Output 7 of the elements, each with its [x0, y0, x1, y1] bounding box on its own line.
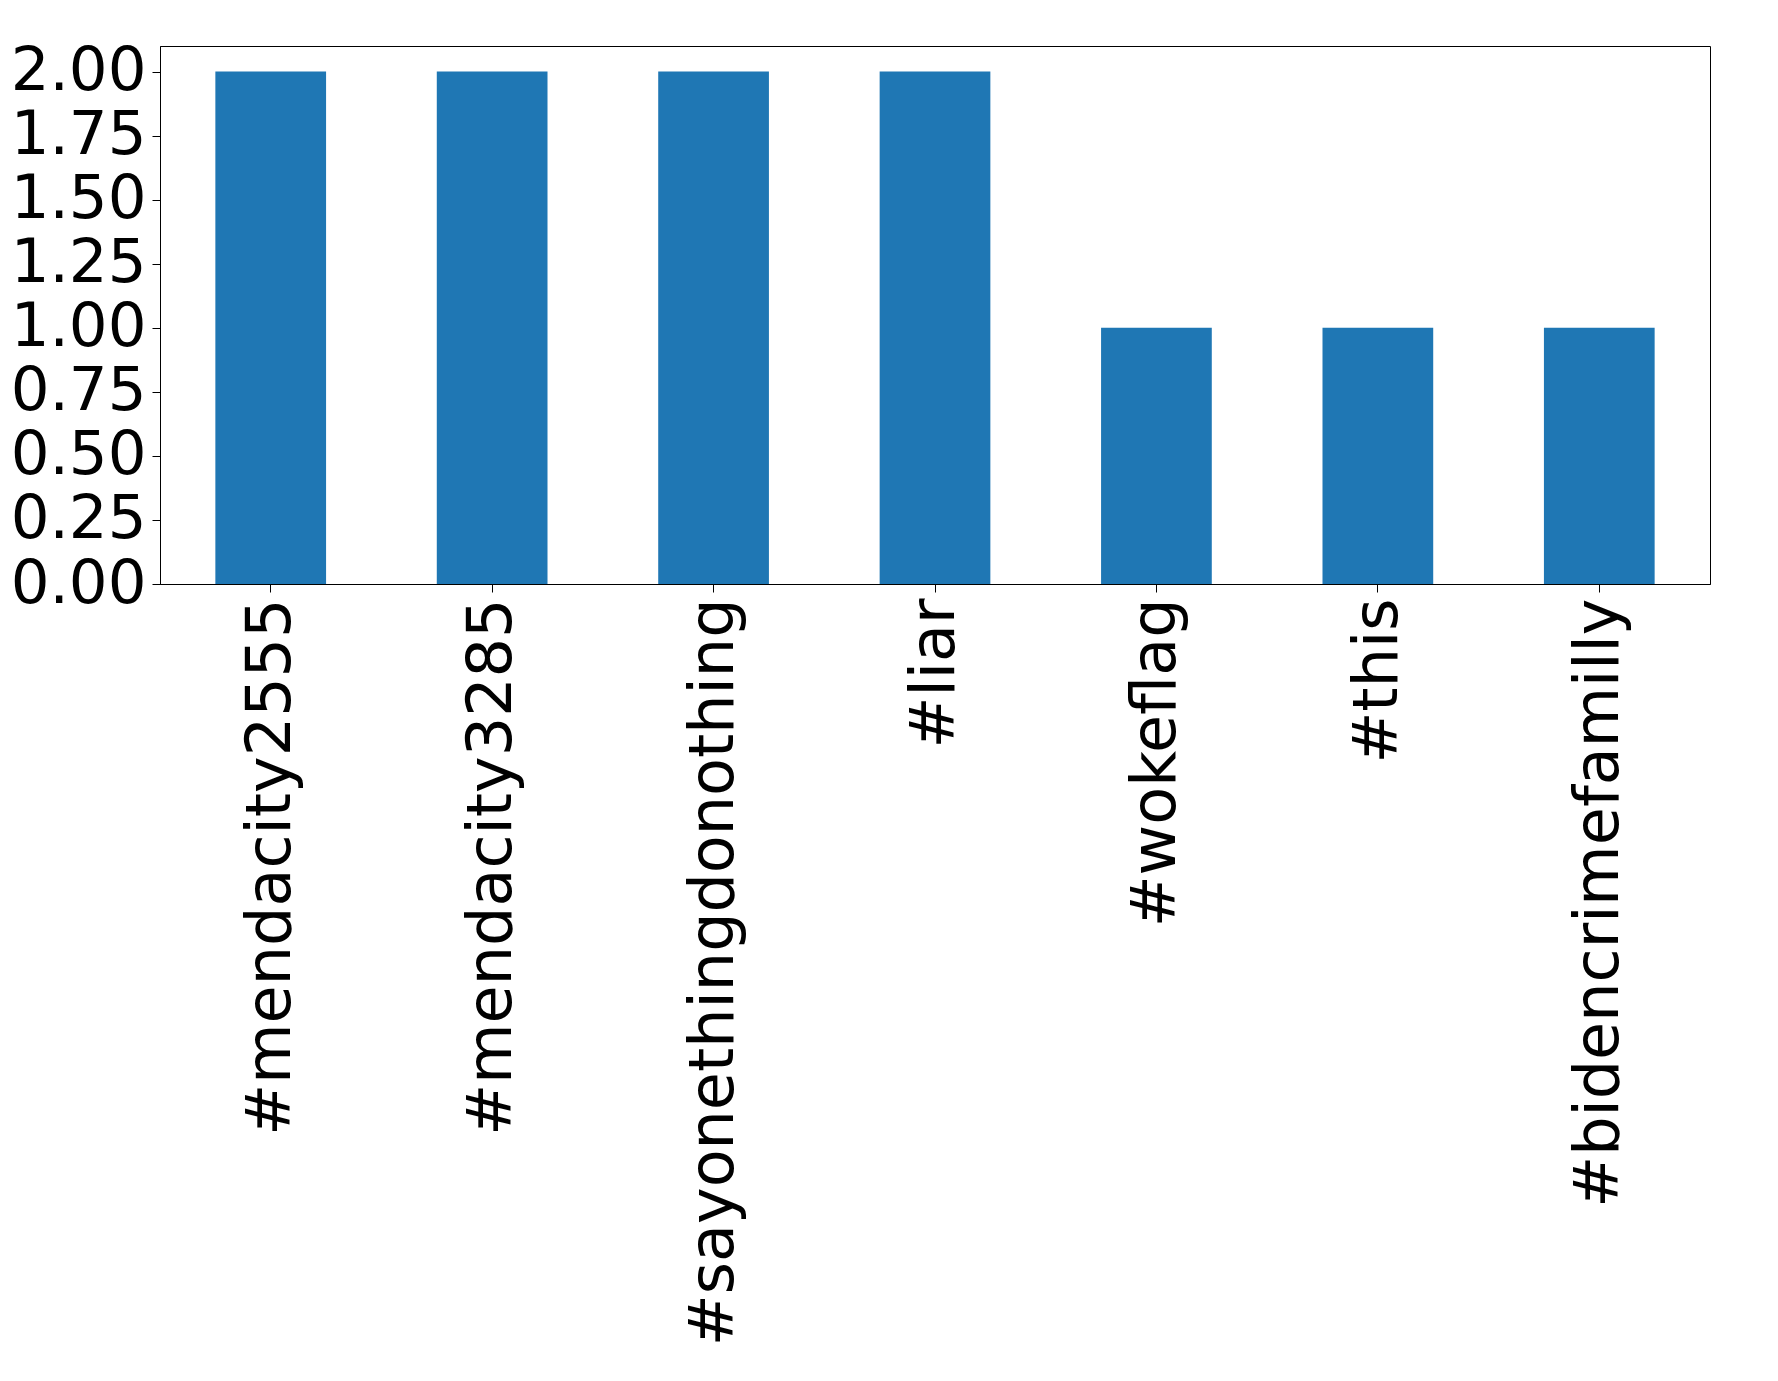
x-tick-label: #this — [1338, 598, 1412, 764]
x-tick-label: #mendacity3285 — [453, 598, 527, 1136]
x-tick-label: #bidencrimefamilly — [1560, 598, 1634, 1208]
x-tick-label: #wokeflag — [1117, 598, 1191, 928]
x-tick-label: #liar — [896, 598, 969, 749]
x-tick-label: #mendacity2555 — [231, 598, 305, 1136]
x-tick-label: #sayonethingdonothing — [674, 598, 748, 1347]
